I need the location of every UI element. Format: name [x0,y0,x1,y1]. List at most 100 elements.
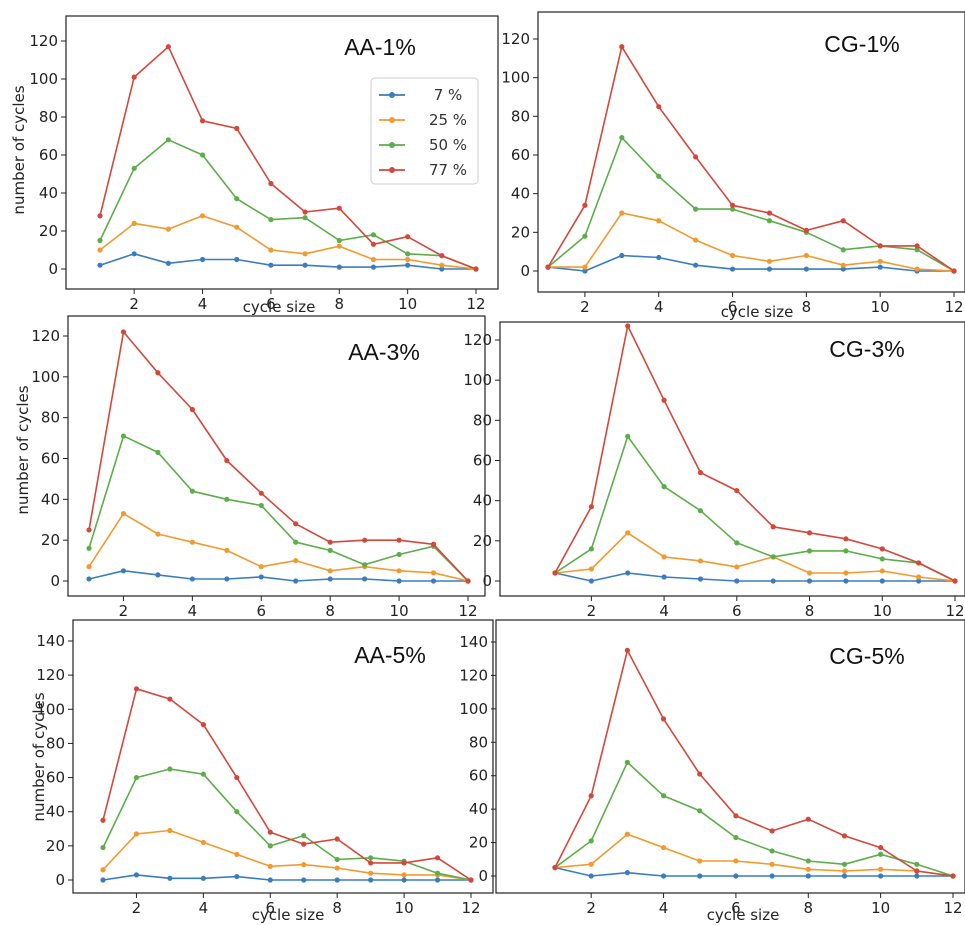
data-point [234,851,240,857]
data-point [656,173,662,179]
x-axis-label: cycle size [252,906,325,924]
y-tick-label: 20 [469,834,488,852]
data-point [368,870,374,876]
x-tick-label: 4 [198,295,208,313]
y-tick-label: 80 [39,108,58,126]
legend-swatch-marker [389,92,395,98]
data-point [729,252,736,259]
data-point [656,254,662,261]
data-point [189,576,195,582]
legend-swatch-marker [389,167,395,173]
series-line [554,649,954,877]
data-point [660,793,667,799]
x-tick-label: 4 [659,899,669,917]
data-point [729,202,736,208]
data-point [619,135,625,141]
y-tick-label: 0 [55,871,65,889]
data-point [97,262,103,268]
data-point [224,547,230,553]
data-point [120,568,127,574]
data-point [656,218,662,224]
data-point [100,817,106,823]
data-point [268,262,274,268]
series-line [99,215,477,270]
data-point [843,570,849,576]
x-tick-label: 4 [659,602,669,620]
data-point [167,875,173,881]
x-tick-label: 10 [871,899,890,917]
data-point [293,539,299,545]
data-point [301,841,307,847]
x-tick-label: 8 [325,602,335,620]
data-point [200,771,206,777]
series-line [547,45,955,272]
data-point [224,496,230,502]
data-point [843,548,849,554]
data-point [769,828,775,834]
data-point [805,858,811,864]
y-axis-label: number of cycles [14,385,32,514]
data-point [86,564,92,570]
data-point [336,205,342,211]
y-tick-label: 120 [36,666,65,684]
data-point [258,490,264,496]
x-axis-label: cycle size [707,906,780,924]
data-point [769,873,775,879]
data-point [588,504,594,510]
data-point [766,258,773,264]
data-point [840,262,846,268]
series-line [554,761,954,877]
data-point [619,44,625,50]
data-point [155,572,161,578]
y-tick-label: 120 [459,666,488,684]
y-tick-label: 80 [511,107,530,125]
data-point [234,873,240,880]
data-point [766,210,773,216]
data-point [843,578,849,584]
series-line [547,254,954,272]
data-point [806,530,813,536]
data-point [916,560,922,566]
y-tick-label: 40 [469,800,488,818]
legend-swatch-marker [389,117,395,123]
data-point [268,180,274,187]
data-point [268,217,274,223]
legend-label: 25 % [429,111,467,129]
data-point [334,856,340,863]
data-point [120,329,127,335]
data-point [624,759,630,765]
series-line [554,531,956,582]
data-point [582,268,588,274]
data-point [660,716,667,722]
data-point [334,877,340,883]
data-point [697,558,704,564]
data-point [301,862,307,868]
x-tick-label: 6 [256,602,266,620]
data-point [803,227,809,233]
data-point [660,844,667,851]
data-point [167,827,173,834]
chart-title: CG-5% [829,643,904,669]
y-tick-label: 40 [41,490,60,508]
y-axis-label: number of cycles [10,85,28,214]
data-point [401,860,407,866]
data-point [234,224,240,230]
chart-title: AA-5% [354,642,426,668]
data-point [131,74,137,80]
series-line [548,212,955,272]
data-point [234,774,240,781]
y-tick-label: 80 [46,734,65,752]
data-point [879,568,885,574]
data-point [167,696,173,702]
data-point [841,868,848,874]
data-point [582,264,588,270]
data-point [914,243,920,249]
data-point [224,576,230,582]
series-line [88,331,469,582]
data-point [582,202,588,208]
data-point [734,564,740,570]
